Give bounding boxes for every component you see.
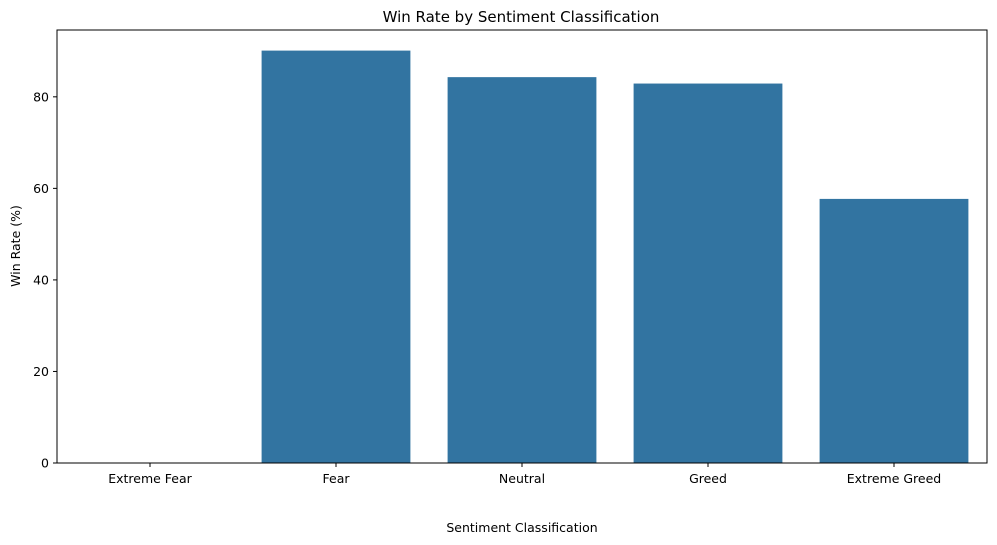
y-tick-label: 80: [33, 89, 49, 104]
plot-frame: [56, 29, 988, 464]
y-axis-ticks: 0 20 40 60 80: [33, 89, 57, 471]
x-tick-label: Neutral: [499, 471, 545, 486]
bar-greed: [633, 83, 783, 464]
bars-group: [261, 50, 969, 464]
y-tick-label: 0: [41, 456, 49, 471]
bar-neutral: [447, 77, 597, 463]
x-tick-label: Extreme Fear: [108, 471, 192, 486]
y-tick-label: 60: [33, 181, 49, 196]
y-tick-label: 20: [33, 364, 49, 379]
y-tick-label: 40: [33, 272, 49, 287]
bar-fear: [261, 50, 411, 463]
x-tick-label: Fear: [323, 471, 351, 486]
x-axis-ticks: Extreme Fear Fear Neutral Greed Extreme Gree…: [108, 463, 941, 486]
x-tick-label: Greed: [689, 471, 727, 486]
chart-title: Win Rate by Sentiment Classification: [383, 8, 660, 26]
x-tick-label: Extreme Greed: [847, 471, 941, 486]
y-axis-label: Win Rate (%): [8, 205, 23, 287]
bar-extreme-greed: [819, 198, 969, 463]
x-axis-label: Sentiment Classification: [446, 520, 597, 535]
